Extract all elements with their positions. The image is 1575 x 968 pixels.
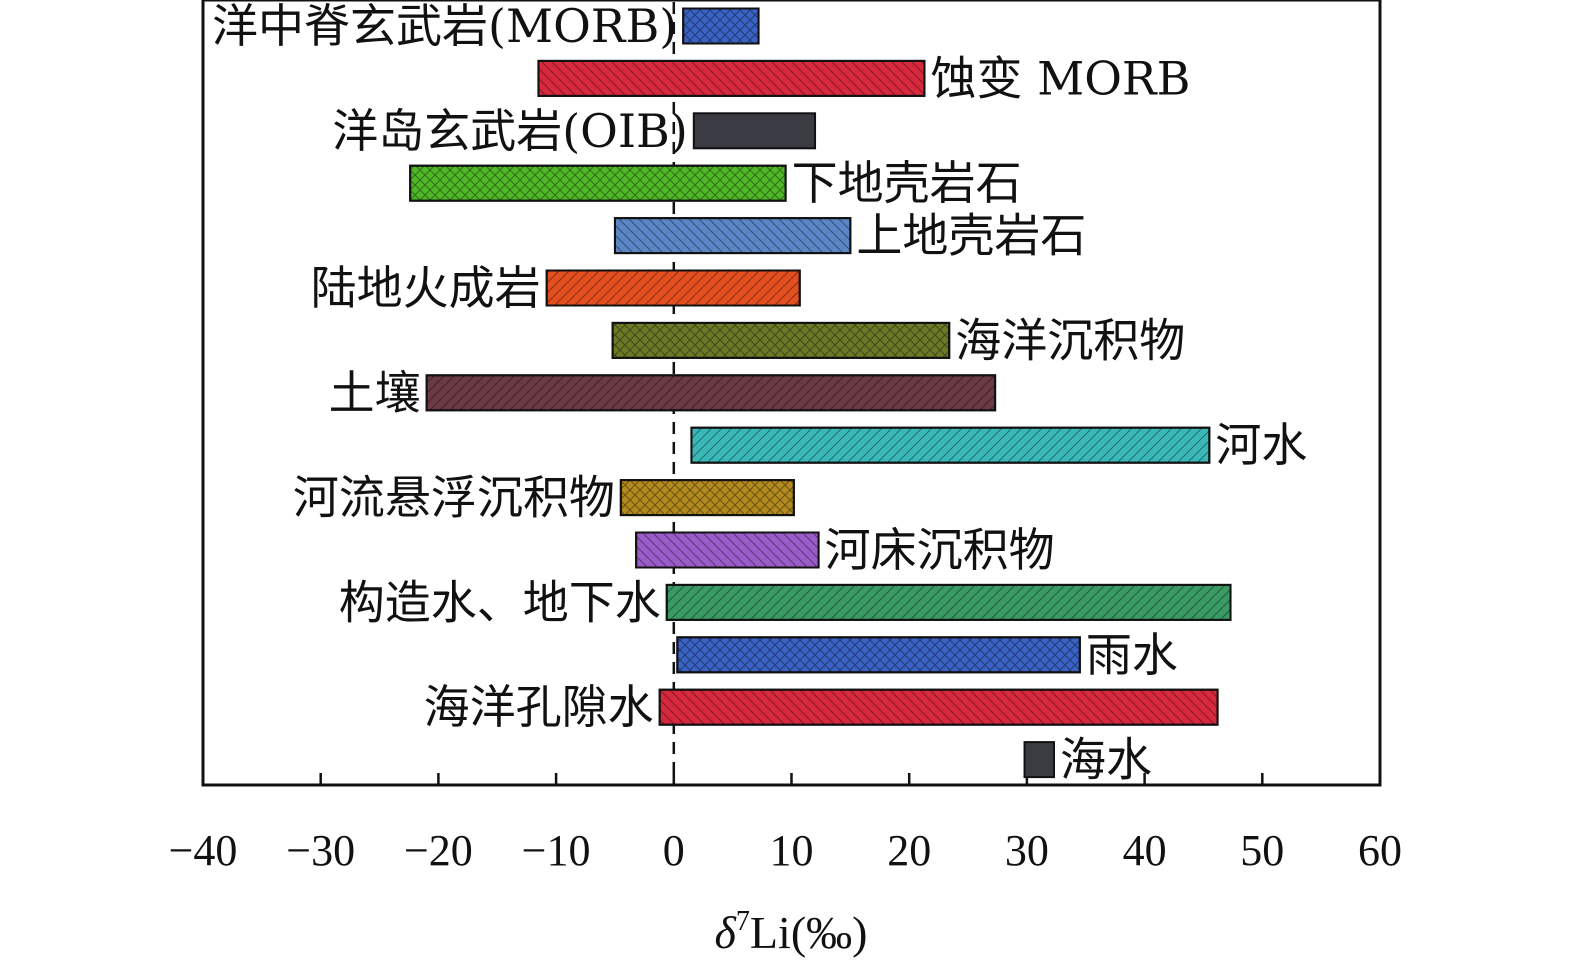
x-tick-label: 30	[1005, 826, 1049, 875]
range-bar	[692, 112, 817, 150]
x-tick-label: −10	[522, 826, 591, 875]
x-tick-label: 40	[1123, 826, 1167, 875]
x-axis-title-unit: (‰)	[791, 907, 868, 958]
range-bar-hatch	[537, 59, 926, 97]
range-bar-hatch	[690, 426, 1211, 464]
range-bar-hatch	[658, 688, 1219, 726]
x-tick-label: 0	[663, 826, 685, 875]
range-bar-label: 构造水、地下水	[339, 575, 661, 629]
x-axis-ticks	[201, 773, 1382, 785]
range-bar-label: 蚀变 MORB	[931, 51, 1191, 105]
range-bar-hatch	[619, 479, 795, 517]
range-bar-label: 下地壳岩石	[792, 156, 1022, 210]
x-tick-label: 20	[887, 826, 931, 875]
range-bar	[1023, 741, 1055, 779]
range-bar-label: 陆地火成岩	[311, 261, 541, 315]
range-bar-hatch	[676, 636, 1081, 674]
range-bar-hatch	[613, 217, 852, 255]
range-bar-hatch	[425, 374, 997, 412]
range-bar-hatch	[611, 321, 951, 359]
range-bar-label: 洋中脊玄武岩(MORB)	[212, 0, 677, 53]
range-bar-label: 河流悬浮沉积物	[293, 471, 615, 525]
range-bar-hatch	[665, 583, 1232, 621]
range-bar-label: 雨水	[1086, 628, 1178, 682]
range-bar-label: 土壤	[329, 366, 421, 420]
range-bar-label: 海洋孔隙水	[424, 680, 654, 734]
x-tick-label: −20	[404, 826, 473, 875]
x-tick-label: 50	[1240, 826, 1284, 875]
x-axis-title-superscript: 7	[736, 906, 750, 937]
range-bar-label: 河床沉积物	[825, 523, 1055, 577]
range-bar-hatch	[635, 531, 820, 569]
range-bar-label: 河水	[1215, 418, 1307, 472]
x-tick-label: −30	[286, 826, 355, 875]
x-tick-label: −40	[169, 826, 238, 875]
range-bar-hatch	[545, 269, 801, 307]
range-bar-labels: 洋中脊玄武岩(MORB) 蚀变 MORB 洋岛玄武岩(OIB) 下地壳岩石上地壳岩石陆…	[212, 0, 1307, 787]
x-axis-title-element: Li	[750, 907, 791, 958]
range-bar-hatch	[682, 7, 760, 45]
range-bar-label: 海水	[1060, 733, 1152, 787]
range-bar-label: 海洋沉积物	[955, 313, 1185, 367]
x-axis-title-symbol: δ	[715, 907, 737, 958]
range-bar-hatch	[409, 164, 787, 202]
x-axis-title: δ7Li(‰)	[715, 906, 868, 958]
range-bar-label: 上地壳岩石	[856, 209, 1086, 263]
range-bar-label: 洋岛玄武岩(OIB)	[332, 104, 688, 158]
x-axis-tick-labels: −40 −30 −20 −10 0 10 20 30 40 50 60	[169, 826, 1402, 875]
range-bars	[409, 7, 1232, 779]
x-tick-label: 10	[770, 826, 814, 875]
x-tick-label: 60	[1358, 826, 1402, 875]
